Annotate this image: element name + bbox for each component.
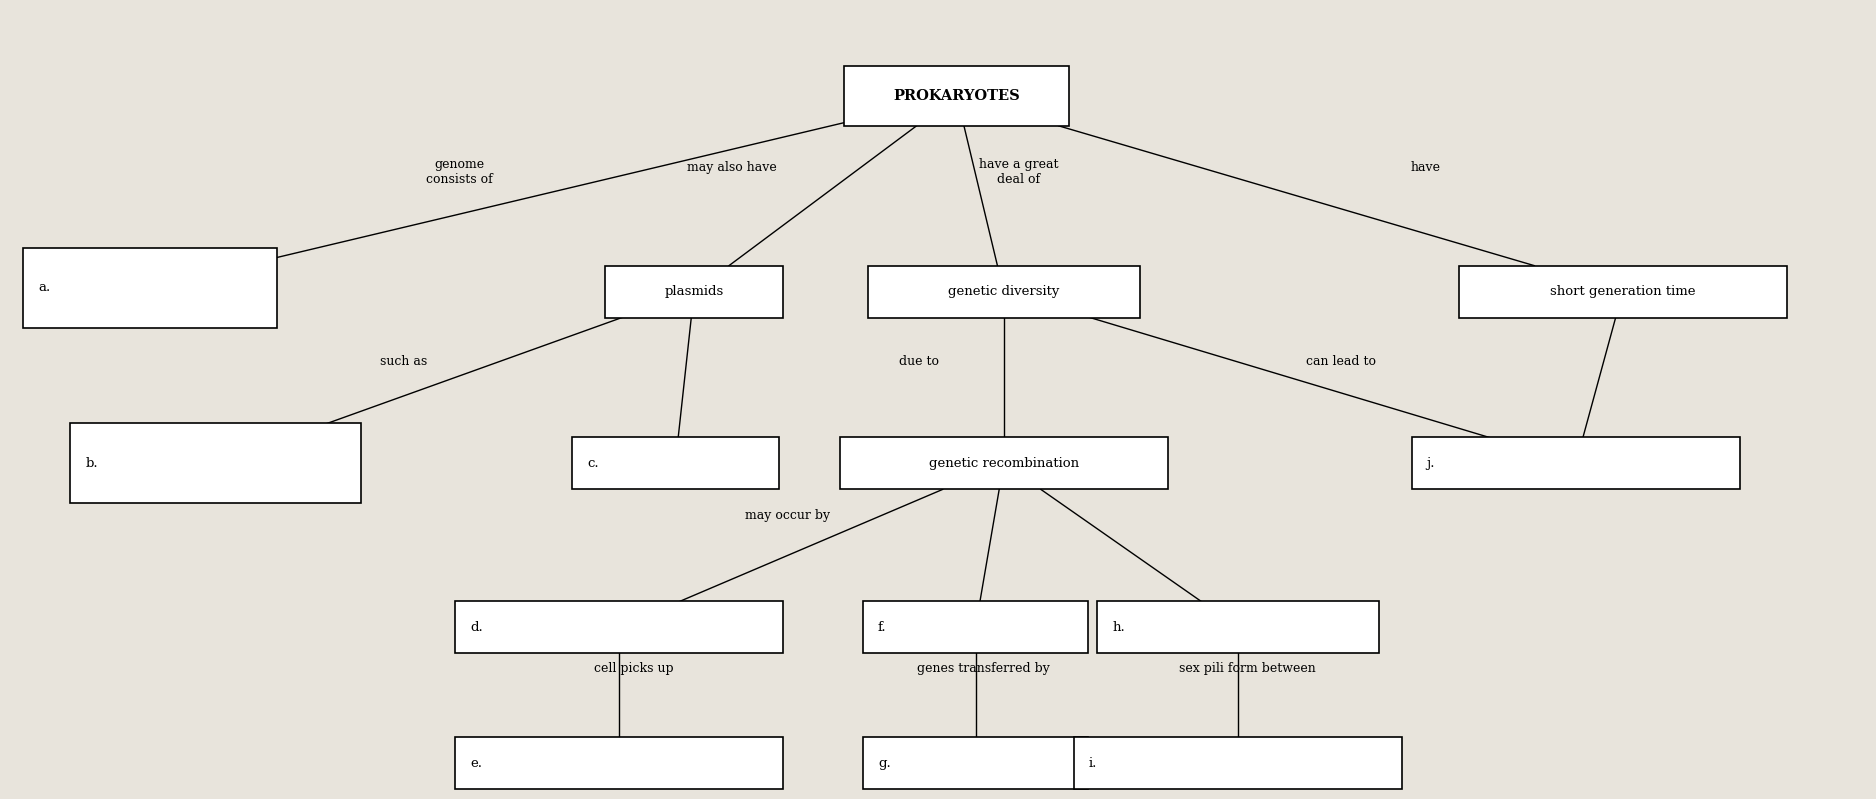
FancyBboxPatch shape bbox=[867, 265, 1141, 317]
FancyBboxPatch shape bbox=[844, 66, 1069, 125]
FancyBboxPatch shape bbox=[1097, 601, 1379, 654]
FancyBboxPatch shape bbox=[863, 737, 1088, 789]
FancyBboxPatch shape bbox=[456, 601, 782, 654]
FancyBboxPatch shape bbox=[572, 438, 779, 489]
Text: c.: c. bbox=[587, 457, 598, 470]
Text: cell picks up: cell picks up bbox=[595, 662, 673, 675]
Text: short generation time: short generation time bbox=[1550, 285, 1696, 298]
Text: sex pili form between: sex pili form between bbox=[1180, 662, 1315, 675]
Text: genes transferred by: genes transferred by bbox=[917, 662, 1049, 675]
FancyBboxPatch shape bbox=[23, 248, 278, 328]
Text: have: have bbox=[1411, 161, 1441, 174]
Text: have a great
deal of: have a great deal of bbox=[979, 157, 1058, 186]
Text: j.: j. bbox=[1426, 457, 1435, 470]
Text: f.: f. bbox=[878, 621, 887, 634]
Text: a.: a. bbox=[38, 281, 51, 294]
Text: genetic recombination: genetic recombination bbox=[929, 457, 1079, 470]
FancyBboxPatch shape bbox=[1458, 265, 1786, 317]
Text: e.: e. bbox=[469, 757, 482, 769]
Text: due to: due to bbox=[899, 355, 940, 368]
Text: i.: i. bbox=[1088, 757, 1097, 769]
FancyBboxPatch shape bbox=[1073, 737, 1401, 789]
Text: genetic diversity: genetic diversity bbox=[947, 285, 1060, 298]
Text: genome
consists of: genome consists of bbox=[426, 157, 493, 186]
FancyBboxPatch shape bbox=[839, 438, 1167, 489]
FancyBboxPatch shape bbox=[604, 265, 782, 317]
Text: g.: g. bbox=[878, 757, 891, 769]
Text: can lead to: can lead to bbox=[1306, 355, 1377, 368]
Text: h.: h. bbox=[1112, 621, 1126, 634]
Text: d.: d. bbox=[469, 621, 482, 634]
Text: plasmids: plasmids bbox=[664, 285, 724, 298]
FancyBboxPatch shape bbox=[456, 737, 782, 789]
Text: may occur by: may occur by bbox=[745, 509, 831, 522]
Text: may also have: may also have bbox=[687, 161, 777, 174]
FancyBboxPatch shape bbox=[1411, 438, 1739, 489]
FancyBboxPatch shape bbox=[71, 423, 360, 503]
Text: such as: such as bbox=[379, 355, 428, 368]
Text: PROKARYOTES: PROKARYOTES bbox=[893, 89, 1021, 103]
Text: b.: b. bbox=[86, 457, 98, 470]
FancyBboxPatch shape bbox=[863, 601, 1088, 654]
